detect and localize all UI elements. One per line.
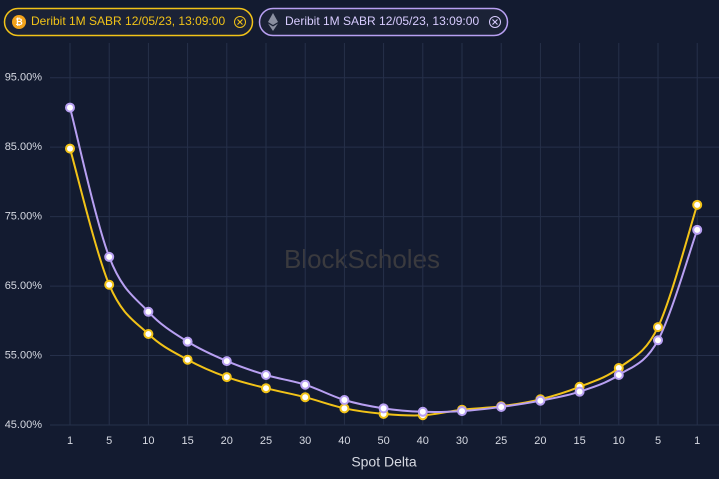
close-button[interactable] [489,16,501,28]
data-point [535,395,546,406]
x-tick-label: 50 [377,435,389,447]
y-tick-label: 75.00% [5,211,43,223]
bitcoin-glyph: ₿ [15,17,22,27]
data-point [300,379,311,390]
x-tick-label: 1 [694,435,700,447]
x-tick-label: 15 [181,435,193,447]
x-tick-label: 1 [67,435,73,447]
data-point [692,199,703,210]
x-tick-label: 20 [534,435,546,447]
x-axis-title: Spot Delta [351,454,417,470]
x-tick-label: 20 [221,435,233,447]
x-tick-label: 40 [338,435,350,447]
bitcoin-icon [12,15,26,29]
close-icon [237,19,243,25]
data-point [65,143,75,154]
y-tick-label: 55.00% [5,349,43,361]
data-point [653,322,663,333]
data-point [143,306,154,317]
x-tick-label: 10 [142,435,154,447]
data-point [574,386,585,397]
legend: ₿ Deribit 1M SABR 12/05/23, 13:09:00 Der… [3,7,509,37]
data-point [496,401,507,412]
data-point [65,102,75,113]
legend-pill[interactable] [258,7,509,37]
data-point [692,224,703,235]
data-point [457,406,467,417]
legend-label: Deribit 1M SABR 12/05/23, 13:09:00 [31,14,225,28]
ethereum-icon [268,13,278,31]
x-tick-label: 5 [655,435,661,447]
x-tick-label: 5 [106,435,112,447]
data-point [417,406,428,417]
data-point [261,369,271,380]
data-point [104,251,115,262]
data-point [378,403,389,414]
data-point [182,336,193,347]
x-tick-label: 25 [495,435,507,447]
y-tick-label: 85.00% [5,141,43,153]
legend-pill[interactable] [3,7,254,37]
data-point [221,372,232,383]
x-tick-label: 30 [299,435,311,447]
close-button[interactable] [234,16,246,28]
watermark: BlockScholes [284,244,440,274]
data-point [339,394,350,405]
y-tick-label: 45.00% [5,419,43,431]
data-point [300,392,311,403]
y-tick-label: 65.00% [5,280,43,292]
data-point [143,329,154,340]
x-tick-label: 30 [456,435,468,447]
data-point [339,403,350,414]
data-point [261,383,271,394]
x-tick-label: 10 [613,435,625,447]
legend-label: Deribit 1M SABR 12/05/23, 13:09:00 [285,14,479,28]
data-point [613,369,624,380]
data-point [182,354,193,365]
data-point [221,356,232,367]
x-tick-label: 40 [417,435,429,447]
data-point [104,279,115,290]
y-tick-label: 95.00% [5,72,43,84]
close-icon [492,19,498,25]
x-tick-label: 25 [260,435,272,447]
x-tick-label: 15 [573,435,585,447]
data-point [653,335,663,346]
